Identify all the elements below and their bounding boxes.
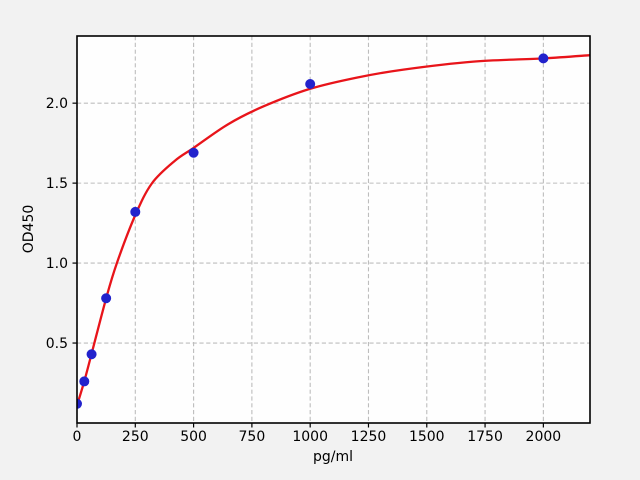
standard-data-point xyxy=(130,206,141,217)
y-tick-label: 2.0 xyxy=(46,96,68,112)
tick-labels: 0 250 500 750 1000 1250 1500 1750 2000 0.5 1.0 1.5 2… xyxy=(46,96,561,445)
x-tick-label: 1000 xyxy=(292,429,328,445)
standard-data-point xyxy=(79,376,90,387)
x-tick-label: 1500 xyxy=(409,429,445,445)
x-tick-label: 1750 xyxy=(467,429,503,445)
standard-data-point xyxy=(188,147,199,158)
grid-lines xyxy=(76,36,590,423)
x-tick-label: 2000 xyxy=(526,429,562,445)
y-tick-label: 1.0 xyxy=(46,256,68,272)
y-tick-label: 1.5 xyxy=(46,176,68,192)
x-axis-label: pg/ml xyxy=(312,449,354,465)
y-tick-label: 0.5 xyxy=(46,336,68,352)
y-axis-label: OD450 xyxy=(21,204,37,254)
x-tick-label: 1250 xyxy=(351,429,387,445)
standard-data-point xyxy=(77,398,82,409)
x-tick-label: 500 xyxy=(180,429,207,445)
standard-data-point xyxy=(305,78,316,89)
data-layer xyxy=(77,53,590,409)
tick-marks xyxy=(72,102,544,428)
x-tick-label: 250 xyxy=(122,429,149,445)
standard-data-point xyxy=(101,293,112,304)
standard-data-point xyxy=(538,53,549,64)
standard-data-point xyxy=(86,349,97,360)
plot-area-background xyxy=(77,36,590,423)
x-tick-label: 750 xyxy=(239,429,266,445)
axes-spines xyxy=(76,35,591,424)
x-tick-label: 0 xyxy=(73,429,82,445)
